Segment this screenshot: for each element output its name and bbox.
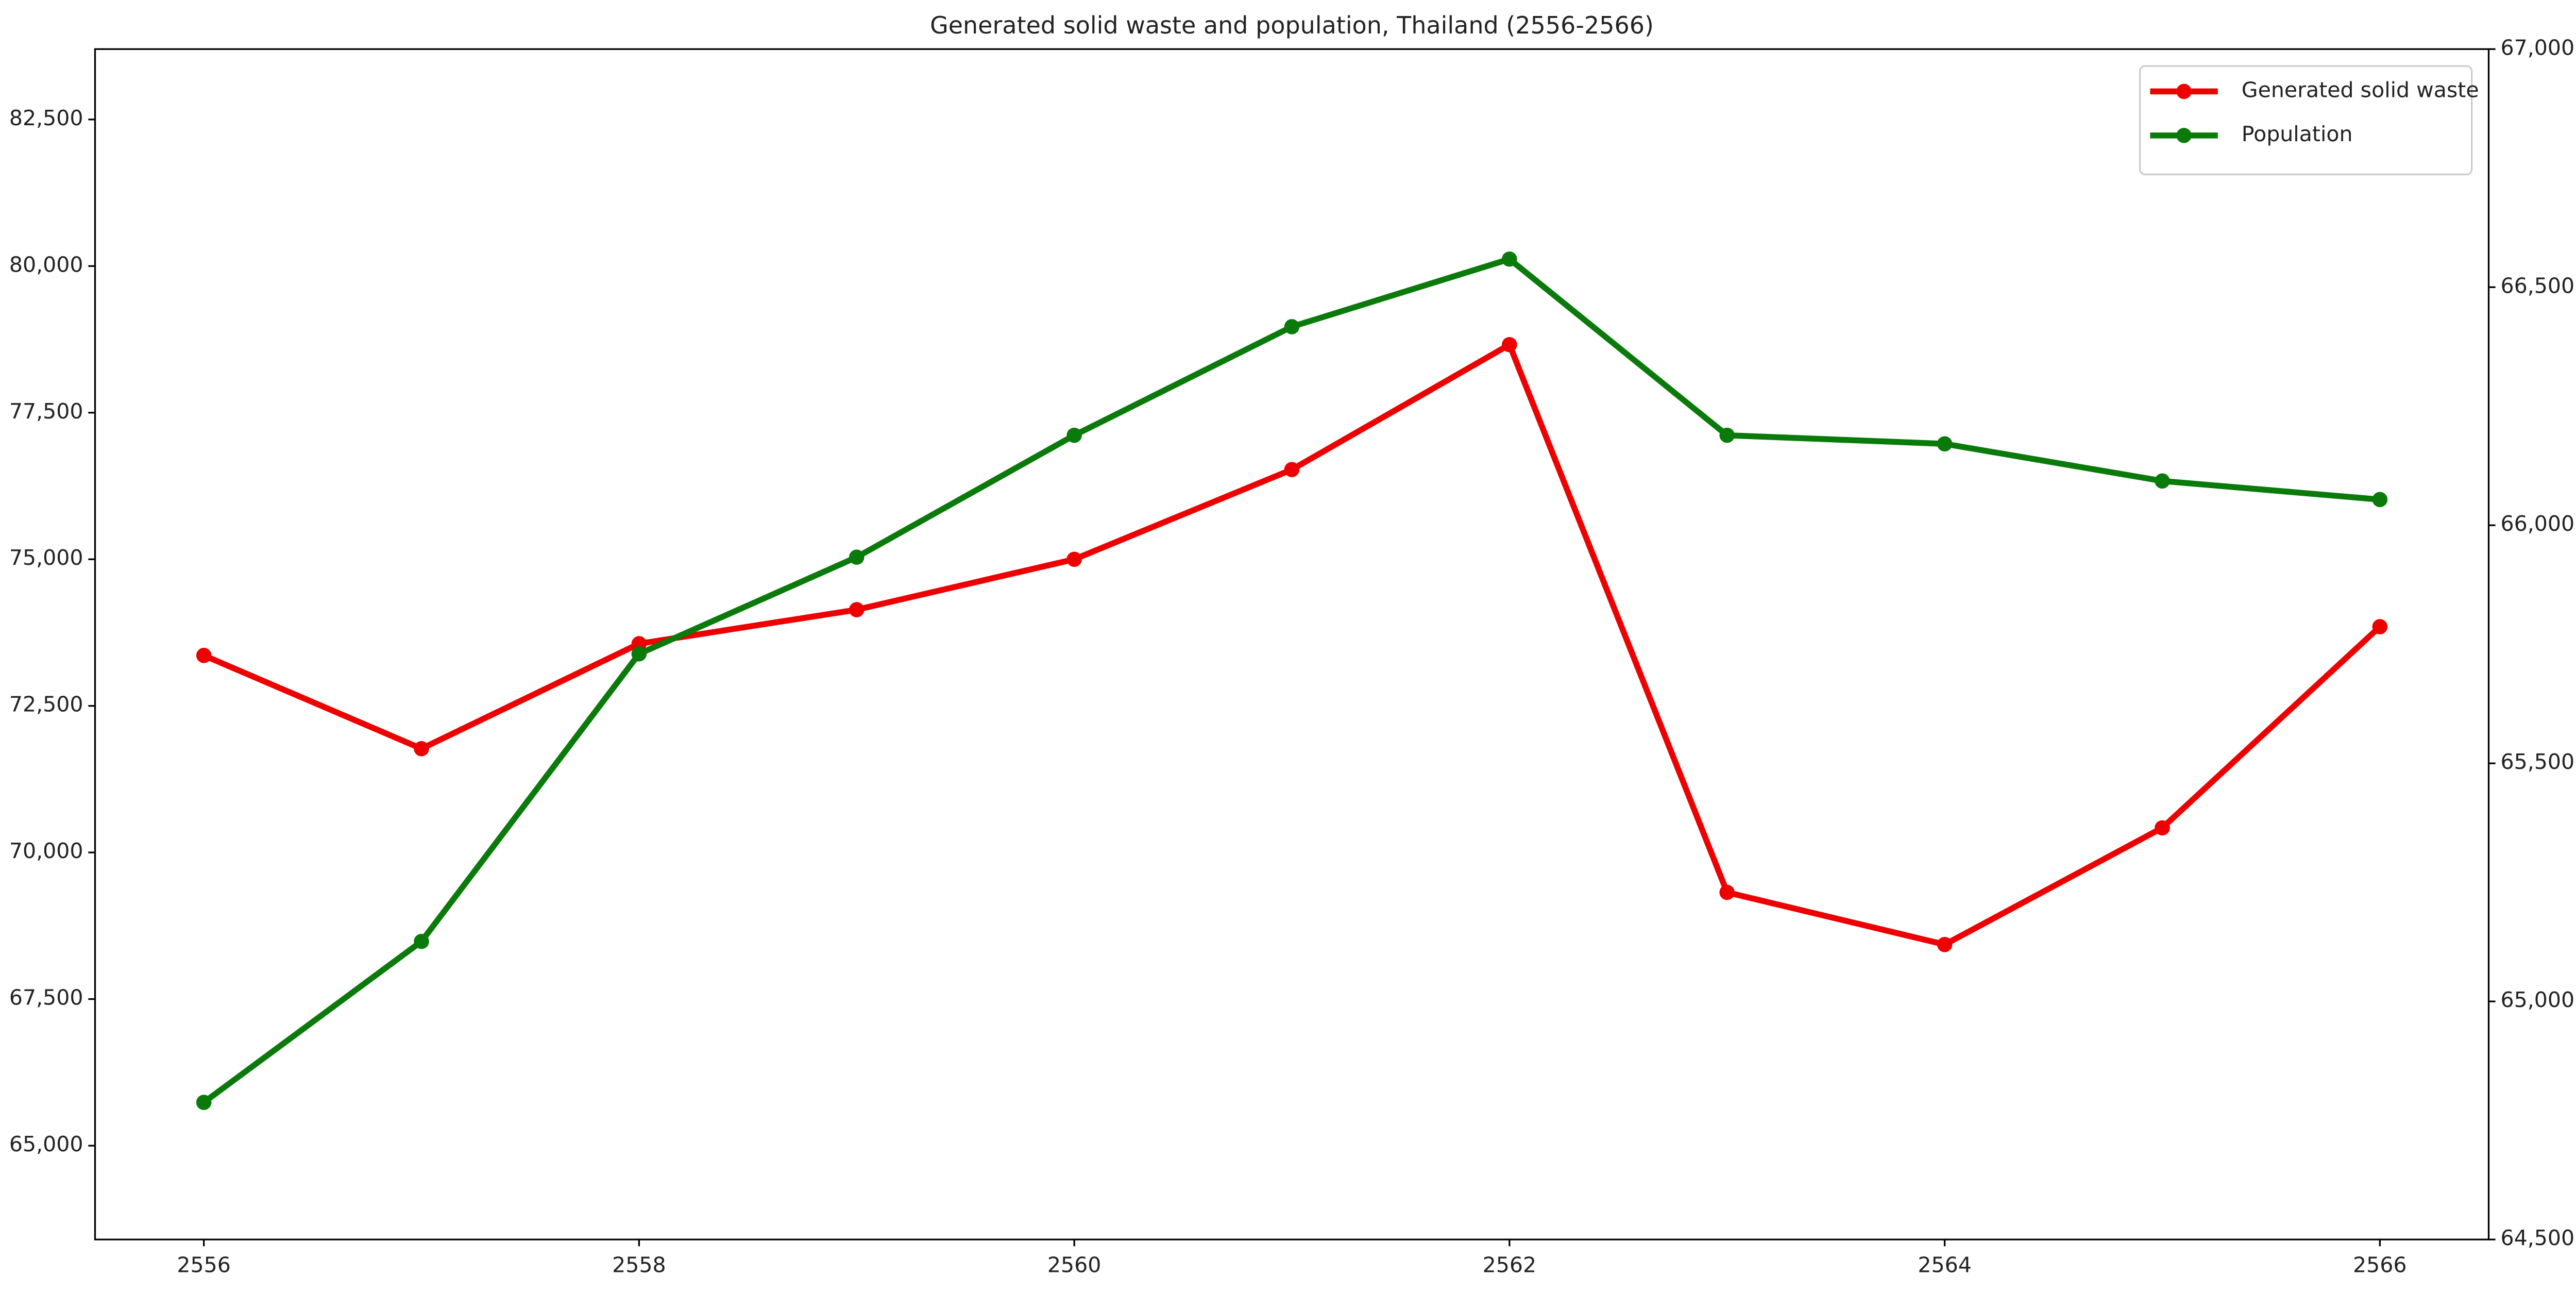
data-point	[2155, 820, 2170, 836]
data-point	[1066, 551, 1082, 567]
data-point	[1502, 337, 1517, 353]
y2-tick-label: 66,500,000	[2500, 273, 2576, 298]
data-point	[414, 933, 429, 949]
data-point	[2155, 473, 2170, 489]
data-point	[414, 741, 429, 757]
data-point	[849, 602, 865, 617]
data-point	[2372, 492, 2388, 508]
y-tick-label: 82,500	[9, 106, 83, 130]
data-point	[196, 1095, 212, 1110]
y-tick-label: 72,500	[9, 692, 83, 717]
data-point	[1284, 319, 1300, 334]
x-tick-label: 2564	[1918, 1253, 1972, 1278]
data-point	[1719, 427, 1735, 443]
y-tick-label: 75,000	[9, 545, 83, 570]
legend-box	[2139, 65, 2473, 176]
y-tick-label: 70,000	[9, 838, 83, 863]
x-tick-label: 2558	[612, 1253, 666, 1278]
y-tick-label: 80,000	[9, 252, 83, 277]
data-point	[1284, 462, 1300, 477]
data-point	[849, 549, 865, 565]
y2-tick-label: 66,000,000	[2500, 511, 2576, 536]
data-point	[1502, 251, 1517, 267]
y-tick-label: 77,500	[9, 399, 83, 424]
legend-label: Population	[2242, 122, 2353, 146]
x-tick-label: 2562	[1483, 1253, 1537, 1278]
data-point	[1066, 427, 1082, 443]
x-tick-label: 2566	[2353, 1253, 2407, 1278]
x-tick-label: 2556	[177, 1253, 231, 1278]
legend-label: Generated solid waste	[2242, 77, 2479, 102]
data-point	[1937, 436, 1953, 452]
y2-tick-label: 65,500,000	[2500, 749, 2576, 774]
series-line	[202, 256, 2380, 1105]
data-point	[2372, 619, 2388, 634]
data-point	[1719, 884, 1735, 900]
y-tick-label: 67,500	[9, 985, 83, 1010]
chart-title: Generated solid waste and population, Th…	[930, 11, 1654, 39]
y2-tick-label: 65,000,000	[2500, 987, 2576, 1012]
data-point	[196, 648, 212, 663]
y2-tick-label: 64,500,000	[2500, 1226, 2576, 1250]
data-point	[1937, 937, 1953, 952]
x-tick-label: 2560	[1047, 1253, 1101, 1278]
series-line	[202, 342, 2382, 948]
legend-marker	[2176, 83, 2192, 99]
data-point	[631, 646, 647, 662]
legend-marker	[2176, 128, 2192, 143]
y-tick-label: 65,000	[9, 1132, 83, 1156]
y2-tick-label: 67,000,000	[2500, 35, 2576, 60]
plot-frame	[94, 48, 2490, 1240]
